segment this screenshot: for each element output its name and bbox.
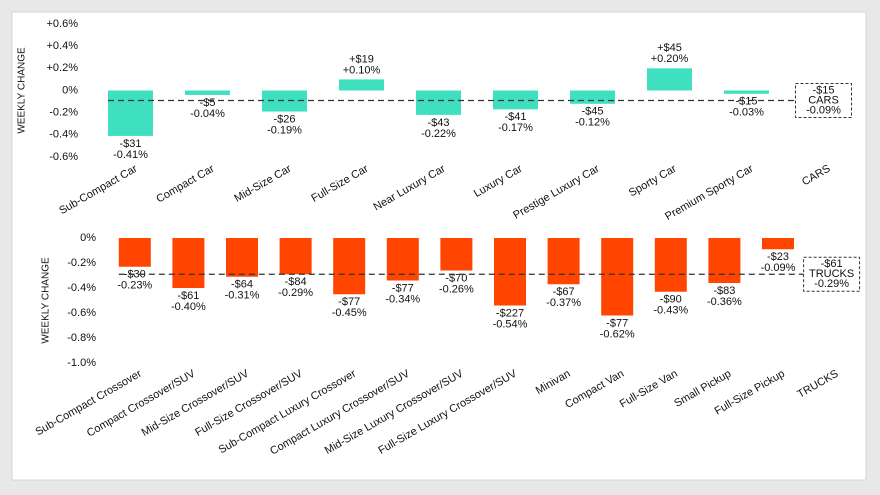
value-label: -0.03% [729,107,764,119]
bar [386,238,419,281]
y-tick-label: -0.4% [67,282,96,294]
bar [108,90,153,136]
average-value: -0.09% [806,104,841,116]
value-label: -0.62% [600,328,635,340]
y-tick-label: -1.0% [67,357,96,369]
bar [339,79,384,91]
value-label: -0.34% [385,293,420,305]
dollar-label: +$45 [657,42,682,54]
dollar-label: -$31 [119,138,141,150]
value-label: -0.12% [575,117,610,129]
dollar-label: -$67 [553,286,575,298]
bar [279,238,312,275]
bar [654,238,687,292]
bar [724,90,769,94]
bar [601,238,634,316]
value-label: -0.31% [225,290,260,302]
value-label: -0.54% [493,318,528,330]
dollar-label: -$64 [231,279,253,291]
average-box [803,256,861,292]
y-tick-label: -0.8% [67,332,96,344]
value-label: -0.43% [653,305,688,317]
value-label: -0.17% [498,122,533,134]
dollar-label: -$77 [392,282,414,294]
value-label: -0.36% [707,296,742,308]
dollar-label: -$26 [273,113,295,125]
bar [262,90,307,112]
dollar-label: -$90 [660,294,682,306]
bar [647,68,692,91]
value-label: -0.45% [332,307,367,319]
bar [416,90,461,115]
bar [494,238,526,306]
value-label: -0.23% [117,280,152,292]
dollar-label: -$15 [735,96,757,108]
bar [226,238,258,277]
average-value: -0.29% [814,278,849,290]
value-label: +0.20% [651,53,689,65]
dollar-label: -$61 [177,290,199,302]
value-label: -0.04% [190,108,225,120]
dollar-label: +$19 [349,53,374,65]
y-axis-label: WEEKLY CHANGE [41,257,52,344]
value-label: -0.37% [546,297,581,309]
y-tick-label: +0.4% [47,40,79,52]
value-label: -0.19% [267,124,302,136]
average-name: CARS [808,94,839,106]
value-label: -0.26% [439,283,474,295]
bar [708,238,741,283]
average-box [795,82,852,118]
dollar-label: -$41 [504,111,526,123]
y-tick-label: +0.2% [47,62,79,74]
dollar-label: -$77 [338,296,360,308]
value-label: -0.29% [278,287,313,299]
bar [570,90,615,104]
bar [118,238,151,267]
value-label: -0.22% [421,128,456,140]
y-tick-label: -0.2% [49,107,78,119]
dollar-label: -$45 [581,106,603,118]
value-label: +0.10% [343,64,381,76]
dollar-label: -$84 [285,276,307,288]
dollar-label: -$70 [445,272,467,284]
bar [185,90,230,95]
y-tick-label: 0% [80,232,96,244]
bar [440,238,473,271]
dollar-label: -$5 [200,97,216,109]
bar [547,238,580,285]
average-dollar: -$61 [821,258,843,270]
y-tick-label: -0.6% [49,151,78,163]
value-label: -0.40% [171,301,206,313]
bar [172,238,205,288]
bar [333,238,366,295]
dollar-label: -$23 [767,251,789,263]
y-tick-label: -0.2% [67,257,96,269]
bar [493,90,538,110]
average-dollar: -$15 [812,84,834,96]
value-label: -0.41% [113,149,148,161]
value-label: -0.09% [761,262,796,274]
dollar-label: -$83 [713,285,735,297]
bar [762,238,794,250]
y-axis-label: WEEKLY CHANGE [17,47,28,134]
dollar-label: -$77 [606,317,628,329]
dollar-label: -$43 [427,117,449,129]
average-name: TRUCKS [809,268,854,280]
y-tick-label: -0.6% [67,307,96,319]
y-tick-label: 0% [62,84,78,96]
dollar-label: -$227 [496,307,524,319]
y-tick-label: +0.6% [47,18,79,30]
y-tick-label: -0.4% [49,129,78,141]
